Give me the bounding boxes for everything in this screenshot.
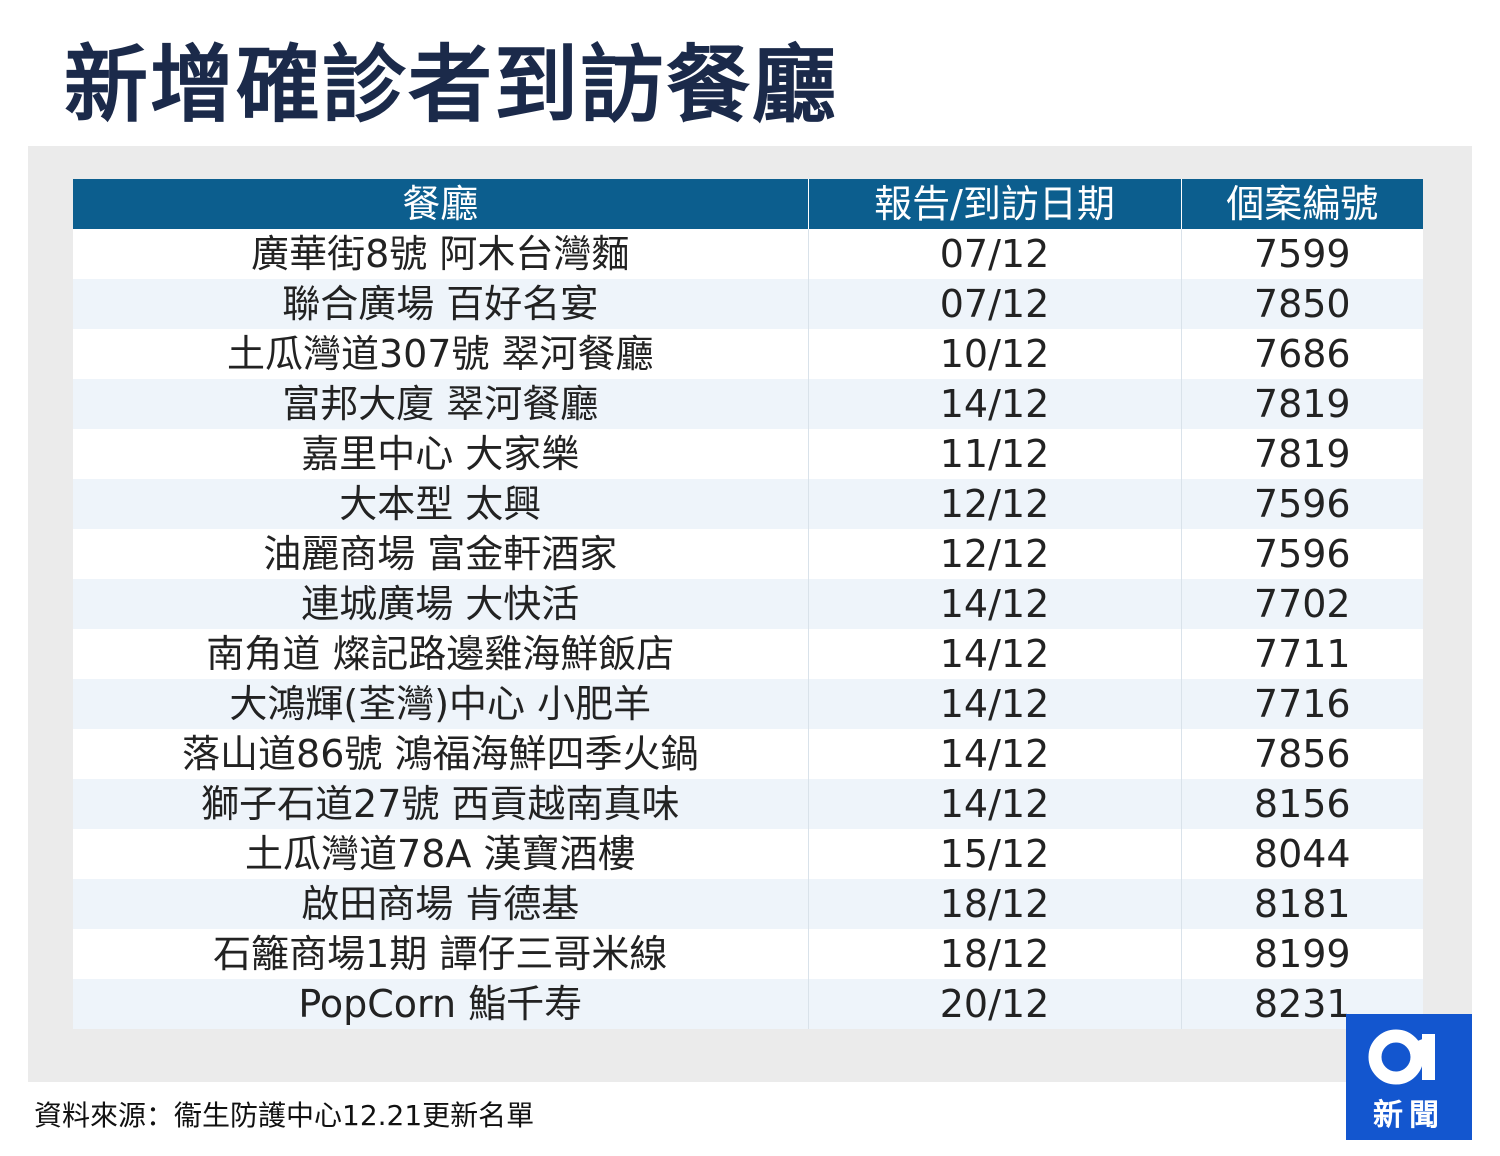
cell-restaurant: 石籬商場1期 譚仔三哥米線: [73, 929, 809, 979]
cell-case-number: 7596: [1181, 479, 1423, 529]
header-restaurant: 餐廳: [73, 179, 809, 229]
01-news-logo: 新聞: [1346, 1014, 1472, 1140]
cell-date: 12/12: [808, 529, 1182, 579]
cell-restaurant: 油麗商場 富金軒酒家: [73, 529, 809, 579]
cell-date: 14/12: [808, 629, 1182, 679]
header-date: 報告/到訪日期: [808, 179, 1182, 229]
cell-restaurant: 土瓜灣道78A 漢寶酒樓: [73, 829, 809, 879]
cell-restaurant: 嘉里中心 大家樂: [73, 429, 809, 479]
cell-restaurant: 聯合廣場 百好名宴: [73, 279, 809, 329]
cell-restaurant: 富邦大廈 翠河餐廳: [73, 379, 809, 429]
table-row: 富邦大廈 翠河餐廳 14/12 7819: [73, 379, 1423, 429]
cell-case-number: 7716: [1181, 679, 1423, 729]
cell-restaurant: 連城廣場 大快活: [73, 579, 809, 629]
cell-case-number: 7819: [1181, 429, 1423, 479]
cell-case-number: 8156: [1181, 779, 1423, 829]
restaurant-table: 餐廳 報告/到訪日期 個案編號 廣華街8號 阿木台灣麵 07/12 7599 聯合廣場…: [73, 179, 1423, 1029]
source-note: 資料來源：衞生防護中心12.21更新名單: [34, 1099, 535, 1132]
cell-case-number: 7850: [1181, 279, 1423, 329]
cell-date: 14/12: [808, 679, 1182, 729]
table-row: 嘉里中心 大家樂 11/12 7819: [73, 429, 1423, 479]
table-row: 土瓜灣道307號 翠河餐廳 10/12 7686: [73, 329, 1423, 379]
cell-restaurant: 廣華街8號 阿木台灣麵: [73, 229, 809, 279]
cell-date: 12/12: [808, 479, 1182, 529]
table-row: 聯合廣場 百好名宴 07/12 7850: [73, 279, 1423, 329]
cell-case-number: 8181: [1181, 879, 1423, 929]
cell-date: 18/12: [808, 929, 1182, 979]
page-title: 新增確診者到訪餐廳: [64, 36, 839, 134]
cell-date: 14/12: [808, 579, 1182, 629]
table-row: 落山道86號 鴻福海鮮四季火鍋 14/12 7856: [73, 729, 1423, 779]
cell-date: 18/12: [808, 879, 1182, 929]
table-row: 廣華街8號 阿木台灣麵 07/12 7599: [73, 229, 1423, 279]
table-row: 大鴻輝(荃灣)中心 小肥羊 14/12 7716: [73, 679, 1423, 729]
01-logo-icon: [1368, 1029, 1435, 1085]
cell-case-number: 7711: [1181, 629, 1423, 679]
table-body: 廣華街8號 阿木台灣麵 07/12 7599 聯合廣場 百好名宴 07/12 7850 土瓜…: [73, 229, 1423, 1029]
table-row: 石籬商場1期 譚仔三哥米線 18/12 8199: [73, 929, 1423, 979]
cell-restaurant: 落山道86號 鴻福海鮮四季火鍋: [73, 729, 809, 779]
table-row: 連城廣場 大快活 14/12 7702: [73, 579, 1423, 629]
cell-date: 07/12: [808, 279, 1182, 329]
cell-case-number: 7599: [1181, 229, 1423, 279]
cell-date: 14/12: [808, 779, 1182, 829]
cell-case-number: 8044: [1181, 829, 1423, 879]
table-row: 土瓜灣道78A 漢寶酒樓 15/12 8044: [73, 829, 1423, 879]
cell-case-number: 7819: [1181, 379, 1423, 429]
cell-restaurant: 南角道 燦記路邊雞海鮮飯店: [73, 629, 809, 679]
table-row: 大本型 太興 12/12 7596: [73, 479, 1423, 529]
logo-text: 新聞: [1373, 1098, 1445, 1133]
cell-restaurant: 獅子石道27號 西貢越南真味: [73, 779, 809, 829]
cell-restaurant: 啟田商場 肯德基: [73, 879, 809, 929]
cell-restaurant: 大本型 太興: [73, 479, 809, 529]
cell-case-number: 7702: [1181, 579, 1423, 629]
cell-case-number: 8199: [1181, 929, 1423, 979]
cell-restaurant: 大鴻輝(荃灣)中心 小肥羊: [73, 679, 809, 729]
table-row: PopCorn 鮨千寿 20/12 8231: [73, 979, 1423, 1029]
cell-case-number: 7596: [1181, 529, 1423, 579]
cell-restaurant: 土瓜灣道307號 翠河餐廳: [73, 329, 809, 379]
table-row: 獅子石道27號 西貢越南真味 14/12 8156: [73, 779, 1423, 829]
cell-case-number: 7686: [1181, 329, 1423, 379]
table-header-row: 餐廳 報告/到訪日期 個案編號: [73, 179, 1423, 229]
table-row: 啟田商場 肯德基 18/12 8181: [73, 879, 1423, 929]
cell-date: 15/12: [808, 829, 1182, 879]
header-case-number: 個案編號: [1181, 179, 1423, 229]
cell-date: 10/12: [808, 329, 1182, 379]
cell-date: 14/12: [808, 729, 1182, 779]
table-row: 油麗商場 富金軒酒家 12/12 7596: [73, 529, 1423, 579]
table-row: 南角道 燦記路邊雞海鮮飯店 14/12 7711: [73, 629, 1423, 679]
cell-case-number: 7856: [1181, 729, 1423, 779]
cell-restaurant: PopCorn 鮨千寿: [73, 979, 809, 1029]
cell-date: 07/12: [808, 229, 1182, 279]
cell-date: 14/12: [808, 379, 1182, 429]
cell-date: 20/12: [808, 979, 1182, 1029]
cell-date: 11/12: [808, 429, 1182, 479]
